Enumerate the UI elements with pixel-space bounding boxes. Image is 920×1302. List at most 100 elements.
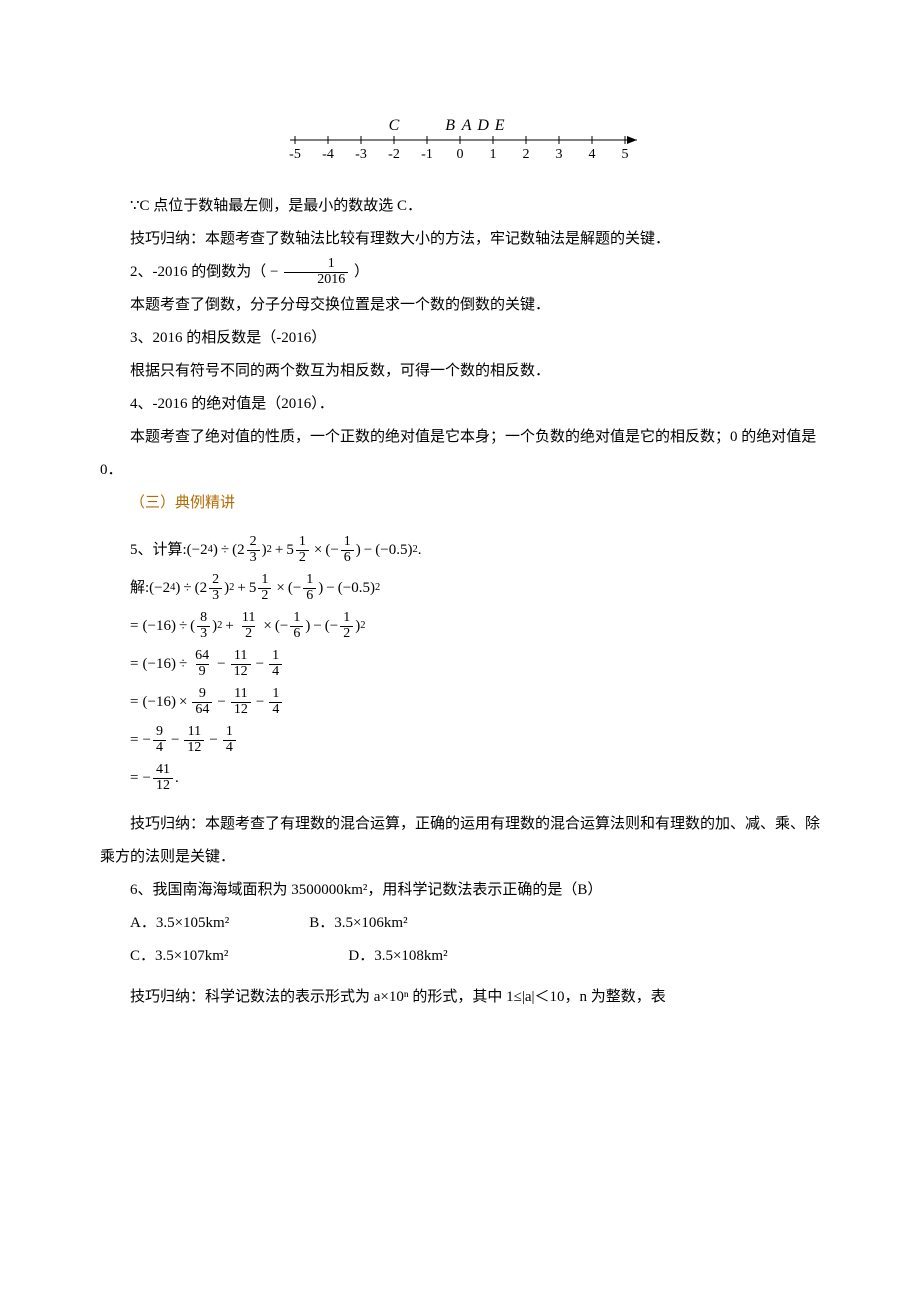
eq: = <box>130 646 138 682</box>
q4-text: 4、-2016 的绝对值是（2016）． <box>130 396 334 412</box>
n: 11 <box>231 649 250 664</box>
d: 4 <box>269 664 282 680</box>
q5-step3: = (−16) × 964 − 1112 − 14 <box>130 684 820 720</box>
dot: . <box>175 760 179 796</box>
plus: + <box>225 608 233 644</box>
svg-text:E: E <box>494 117 505 134</box>
rp: ) <box>171 684 176 720</box>
m2: − <box>217 684 225 720</box>
q5-step5: = − 4112 . <box>130 760 820 796</box>
svg-text:-1: -1 <box>421 147 433 160</box>
d: 12 <box>153 778 173 794</box>
para-c-leftmost: ∵C 点位于数轴最左侧，是最小的数故选 C． <box>100 190 820 223</box>
frac-9-64: 964 <box>192 687 212 717</box>
q2-tail: ） <box>354 264 369 280</box>
m4: − <box>343 570 351 606</box>
rp3: ) <box>318 570 323 606</box>
d: 12 <box>231 702 251 718</box>
m: − <box>147 646 155 682</box>
n: 1 <box>258 573 271 588</box>
para-tip-1: 技巧归纳：本题考查了数轴法比较有理数大小的方法，牢记数轴法是解题的关键． <box>100 223 820 256</box>
svg-text:-3: -3 <box>355 147 367 160</box>
m: − <box>142 760 150 796</box>
div: ÷ <box>221 532 229 568</box>
n: 9 <box>153 725 166 740</box>
q5-step2: = (−16) ÷ 649 − 1112 − 14 <box>130 646 820 682</box>
m3: − <box>326 570 334 606</box>
number-line-figure: -5-4-3-2-1012345CBADE <box>100 100 820 160</box>
frac-11-12: 1112 <box>231 649 251 679</box>
svg-text:5: 5 <box>622 147 629 160</box>
n: 2 <box>247 535 260 550</box>
frac-1-6b: 16 <box>303 573 316 603</box>
half05: 0.5 <box>389 532 408 568</box>
eq: = <box>130 760 138 796</box>
m2: − <box>171 722 179 758</box>
five: 5 <box>286 532 294 568</box>
eq: = <box>130 608 138 644</box>
n: 2 <box>209 573 222 588</box>
section-3-heading: （三）典例精讲 <box>100 487 820 520</box>
d: 3 <box>197 626 210 642</box>
n: 64 <box>192 649 212 664</box>
svg-text:-2: -2 <box>388 147 400 160</box>
q2-lead: 2、-2016 的倒数为（ <box>130 264 266 280</box>
para-opposite: 根据只有符号不同的两个数互为相反数，可得一个数的相反数． <box>100 355 820 388</box>
d: 4 <box>269 702 282 718</box>
frac-41-12: 4112 <box>153 763 173 793</box>
d: 9 <box>196 664 209 680</box>
d: 3 <box>209 588 222 604</box>
rp: ) <box>175 570 180 606</box>
n: 1 <box>290 611 303 626</box>
q6-options-row1: A．3.5×105km² B．3.5×106km² <box>130 907 820 940</box>
d: 6 <box>290 626 303 642</box>
frac-1-4c: 14 <box>223 725 236 755</box>
rp: ) <box>171 608 176 644</box>
t2: 2 <box>200 570 208 606</box>
svg-text:C: C <box>389 117 400 134</box>
d: 6 <box>341 550 354 566</box>
para-reciprocal: 本题考查了倒数，分子分母交换位置是求一个数的倒数的关键． <box>100 289 820 322</box>
svg-text:0: 0 <box>457 147 464 160</box>
q2-minus: − <box>270 264 278 280</box>
q2-frac-num: 1 <box>295 257 338 272</box>
frac-11-12b: 1112 <box>231 687 251 717</box>
plus: + <box>275 532 283 568</box>
svg-text:A: A <box>461 117 472 134</box>
lp2: ( <box>190 608 195 644</box>
rp: ) <box>213 532 218 568</box>
eq: = <box>130 684 138 720</box>
minus4: − <box>380 532 388 568</box>
m3: − <box>256 646 264 682</box>
div: ÷ <box>179 646 187 682</box>
m3: − <box>256 684 264 720</box>
q5-sol-line0: 解: (−24) ÷ (2 23 )2 + 5 12 × (− 16 ) − (… <box>130 570 820 606</box>
para-tip-3: 技巧归纳：科学记数法的表示形式为 a×10ⁿ 的形式，其中 1≤|a|＜10，n… <box>100 981 820 1014</box>
frac-1-6: 16 <box>341 535 354 565</box>
d: 2 <box>258 588 271 604</box>
n: 1 <box>341 535 354 550</box>
times: × <box>276 570 284 606</box>
question-4: 4、-2016 的绝对值是（2016）． <box>100 388 820 421</box>
n: 11 <box>185 725 204 740</box>
m2: − <box>217 646 225 682</box>
d: 2 <box>296 550 309 566</box>
times: × <box>179 684 187 720</box>
solve: 解: <box>130 570 149 606</box>
q5-step4: = − 94 − 1112 − 14 <box>130 722 820 758</box>
option-b: B．3.5×106km² <box>309 907 407 940</box>
para-abs: 本题考查了绝对值的性质，一个正数的绝对值是它本身；一个负数的绝对值是它的相反数；… <box>100 421 820 487</box>
d: 64 <box>192 702 212 718</box>
frac-9-4: 94 <box>153 725 166 755</box>
q5-expr: 5、计算: (−24) ÷ (2 23 )2 + 5 12 × (− 16 ) … <box>130 532 820 568</box>
svg-text:D: D <box>476 117 489 134</box>
svg-text:-5: -5 <box>289 147 301 160</box>
m3: − <box>313 608 321 644</box>
frac-2-3b: 23 <box>209 573 222 603</box>
n: 1 <box>223 725 236 740</box>
n: 1 <box>303 573 316 588</box>
frac-1-2c: 12 <box>340 611 353 641</box>
q6-options-row2: C．3.5×107km² D．3.5×108km² <box>130 940 820 973</box>
div: ÷ <box>183 570 191 606</box>
q2-frac: 1 2016 <box>284 257 348 287</box>
